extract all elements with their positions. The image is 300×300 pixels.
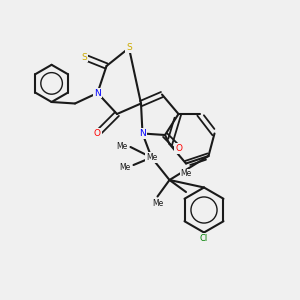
Text: Me: Me [152, 200, 163, 208]
Text: Me: Me [119, 163, 130, 172]
Text: N: N [94, 88, 101, 98]
Text: N: N [139, 129, 146, 138]
Text: Me: Me [146, 153, 157, 162]
Text: S: S [81, 52, 87, 62]
Text: Cl: Cl [200, 234, 208, 243]
Text: O: O [94, 129, 101, 138]
Text: O: O [175, 144, 182, 153]
Text: Me: Me [116, 142, 127, 151]
Text: S: S [126, 44, 132, 52]
Text: Me: Me [180, 169, 192, 178]
